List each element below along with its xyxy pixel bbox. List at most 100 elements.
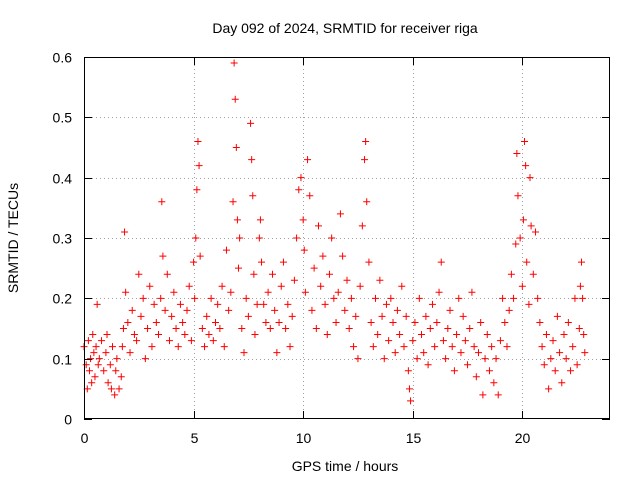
data-point bbox=[400, 343, 408, 351]
data-point bbox=[137, 312, 145, 320]
data-points bbox=[80, 59, 589, 405]
data-point bbox=[380, 355, 388, 363]
data-point bbox=[256, 216, 264, 224]
data-point bbox=[576, 282, 584, 290]
data-point bbox=[437, 258, 445, 266]
data-point bbox=[148, 343, 156, 351]
data-point bbox=[119, 325, 127, 332]
data-point bbox=[260, 300, 268, 308]
data-point bbox=[573, 361, 581, 369]
data-point bbox=[163, 270, 171, 278]
data-point bbox=[571, 294, 579, 302]
data-point bbox=[518, 282, 526, 290]
data-point bbox=[347, 294, 355, 302]
data-point bbox=[113, 355, 121, 363]
data-point bbox=[222, 246, 230, 254]
data-point bbox=[352, 312, 360, 320]
data-point bbox=[396, 331, 404, 339]
data-point bbox=[363, 198, 371, 206]
data-point bbox=[558, 379, 566, 387]
data-point bbox=[483, 331, 491, 339]
data-point bbox=[461, 337, 469, 345]
data-point bbox=[301, 288, 309, 296]
data-point bbox=[103, 331, 111, 339]
data-point bbox=[108, 343, 116, 351]
data-point bbox=[522, 162, 530, 170]
data-point bbox=[542, 331, 550, 339]
data-point bbox=[365, 258, 373, 266]
data-point bbox=[193, 186, 201, 194]
data-point bbox=[310, 264, 318, 272]
data-point bbox=[91, 373, 99, 381]
data-point bbox=[369, 343, 377, 351]
data-point bbox=[242, 294, 250, 302]
data-point bbox=[545, 385, 553, 393]
data-point bbox=[475, 349, 482, 357]
data-point bbox=[117, 373, 125, 381]
data-point bbox=[315, 222, 323, 230]
data-point bbox=[161, 306, 169, 314]
data-point bbox=[235, 264, 243, 272]
data-point bbox=[371, 294, 379, 302]
data-point bbox=[262, 318, 270, 326]
data-point bbox=[523, 258, 531, 266]
data-point bbox=[288, 312, 296, 320]
data-point bbox=[556, 349, 564, 357]
data-point bbox=[253, 300, 261, 308]
data-point bbox=[579, 294, 587, 302]
data-point bbox=[89, 331, 97, 339]
data-point bbox=[479, 391, 487, 399]
data-point bbox=[187, 337, 195, 345]
data-point bbox=[488, 343, 496, 351]
data-point bbox=[196, 252, 204, 260]
data-point bbox=[209, 337, 217, 345]
data-point bbox=[405, 385, 413, 393]
data-point bbox=[236, 234, 244, 242]
data-point bbox=[512, 240, 520, 248]
data-point bbox=[93, 300, 101, 308]
data-point bbox=[190, 258, 198, 266]
data-point bbox=[198, 325, 206, 332]
data-point bbox=[490, 379, 498, 387]
data-point bbox=[503, 343, 511, 351]
data-point bbox=[464, 361, 472, 369]
data-point bbox=[481, 355, 489, 363]
y-tick-label: 0.4 bbox=[53, 171, 73, 187]
plot-frame bbox=[84, 57, 610, 419]
data-point bbox=[361, 156, 369, 164]
data-point bbox=[538, 343, 546, 351]
data-point bbox=[442, 355, 450, 363]
data-point bbox=[88, 379, 96, 387]
data-point bbox=[146, 282, 154, 290]
data-point bbox=[158, 198, 166, 206]
data-point bbox=[567, 367, 575, 375]
data-point bbox=[468, 288, 476, 296]
data-point bbox=[453, 331, 461, 339]
data-point bbox=[194, 137, 202, 145]
data-point bbox=[271, 306, 279, 314]
data-point bbox=[130, 331, 138, 339]
data-point bbox=[424, 361, 432, 369]
data-point bbox=[150, 300, 158, 308]
data-point bbox=[251, 331, 259, 339]
data-point bbox=[477, 318, 485, 326]
data-point bbox=[341, 306, 349, 314]
y-tick-label: 0.2 bbox=[53, 291, 73, 307]
data-point bbox=[308, 306, 316, 314]
data-point bbox=[513, 150, 521, 158]
data-point bbox=[133, 337, 141, 345]
data-point bbox=[172, 325, 180, 332]
data-point bbox=[345, 325, 353, 332]
data-point bbox=[521, 137, 529, 145]
data-point bbox=[84, 337, 92, 345]
data-point bbox=[485, 367, 493, 375]
data-point bbox=[339, 252, 347, 260]
data-point bbox=[230, 59, 238, 67]
data-point bbox=[304, 156, 312, 164]
x-tick-label: 15 bbox=[406, 430, 422, 446]
data-point bbox=[218, 282, 226, 290]
data-point bbox=[540, 361, 548, 369]
data-point bbox=[152, 318, 160, 326]
data-point bbox=[391, 349, 399, 357]
data-point bbox=[248, 156, 256, 164]
